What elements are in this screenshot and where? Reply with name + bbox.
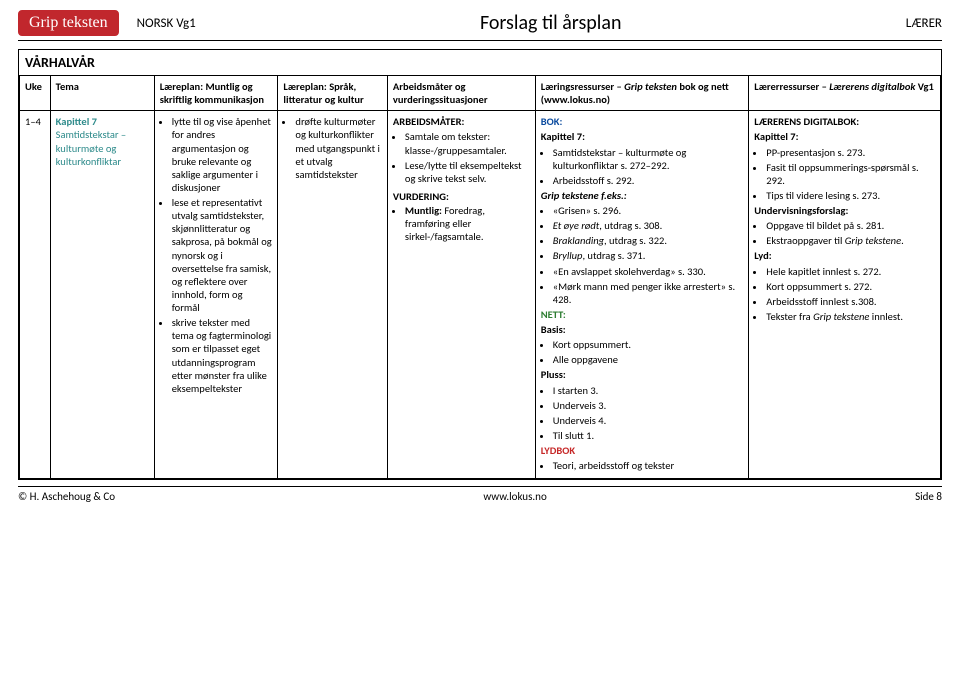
list-item: Underveis 3. [553,399,744,412]
cell-ressurser: BOK: Kapittel 7: Samtidstekstar – kultur… [535,111,749,479]
list-item: «Grisen» s. 296. [553,204,744,217]
list-item: Arbeidsstoff innlest s.308. [766,295,935,308]
semester-container: VÅRHALVÅR Uke Tema Læreplan: Muntlig og … [18,49,942,480]
list-item: skrive tekster med tema og fagterminolog… [172,316,273,395]
col-tema: Tema [50,76,154,111]
semester-title: VÅRHALVÅR [19,50,941,75]
list-item: Oppgave til bildet på s. 281. [766,219,935,232]
pluss-hdr: Pluss: [541,368,744,381]
plan-table: Uke Tema Læreplan: Muntlig og skriftlig … [19,75,941,479]
kap-hdr: Kapittel 7: [541,130,744,143]
list-item: I starten 3. [553,384,744,397]
list-item: PP-presentasjon s. 273. [766,146,935,159]
list-item: Lese/lytte til eksempeltekst og skrive t… [405,159,530,185]
list-item: Braklanding, utdrag s. 322. [553,234,744,247]
list-item: Til slutt 1. [553,429,744,442]
col-muntlig: Læreplan: Muntlig og skriftlig kommunika… [154,76,278,111]
col-laerer: Lærerressurser – Lærerens digitalbok Vg1 [749,76,941,111]
table-header-row: Uke Tema Læreplan: Muntlig og skriftlig … [20,76,941,111]
list-item: Alle oppgavene [553,353,744,366]
list-item: Bryllup, utdrag s. 371. [553,249,744,262]
laer-hdr: LÆRERENS DIGITALBOK: [754,115,935,128]
list-item: Kort oppsummert s. 272. [766,280,935,293]
lydbok-hdr: LYDBOK [541,444,575,457]
list-item: «Mørk mann med penger ikke arrestert» s.… [553,280,744,306]
tema-title: Kapittel 7 [56,115,97,128]
vurdering-hdr: VURDERING: [393,190,530,203]
bok-hdr: BOK: [541,115,563,128]
list-item: Tekster fra Grip tekstene innlest. [766,310,935,323]
cell-tema: Kapittel 7 Samtidstekstar – kulturmøte o… [50,111,154,479]
laer-kap: Kapittel 7: [754,130,935,143]
list-item: Arbeidsstoff s. 292. [553,174,744,187]
cell-arbeid: ARBEIDSMÅTER: Samtale om tekster: klasse… [387,111,535,479]
list-item: Teori, arbeidsstoff og tekster [553,459,744,472]
list-item: drøfte kulturmøter og kulturkonflikter m… [295,115,382,181]
cell-laerer: LÆRERENS DIGITALBOK: Kapittel 7: PP-pres… [749,111,941,479]
footer-right: Side 8 [915,490,942,503]
list-item: Underveis 4. [553,414,744,427]
list-item: lese et representativt utvalg samtidstek… [172,196,273,314]
list-item: Muntlig: Foredrag, framføring eller sirk… [405,204,530,243]
cell-sprak: drøfte kulturmøter og kulturkonflikter m… [278,111,388,479]
logo: Grip teksten [18,10,119,36]
tema-sub: Samtidstekstar – kulturmøte og kulturkon… [56,128,126,167]
basis-hdr: Basis: [541,323,744,336]
cell-muntlig: lytte til og vise åpenhet for andres arg… [154,111,278,479]
und-hdr: Undervisningsforslag: [754,204,935,217]
nett-hdr: NETT: [541,308,566,321]
list-item: Tips til videre lesing s. 273. [766,189,935,202]
page-title: Forslag til årsplan [196,11,906,35]
list-item: Et øye rødt, utdrag s. 308. [553,219,744,232]
cell-uke: 1–4 [20,111,51,479]
list-item: Fasit til oppsummerings-spørsmål s. 292. [766,161,935,187]
table-row: 1–4 Kapittel 7 Samtidstekstar – kulturmø… [20,111,941,479]
list-item: Hele kapitlet innlest s. 272. [766,265,935,278]
role-label: LÆRER [906,16,942,31]
arbeid-hdr: ARBEIDSMÅTER: [393,115,530,128]
list-item: Kort oppsummert. [553,338,744,351]
col-arbeid: Arbeidsmåter og vurderingssituasjoner [387,76,535,111]
page: Grip teksten NORSK Vg1 Forslag til årspl… [0,0,960,509]
list-item: Ekstraoppgaver til Grip tekstene. [766,234,935,247]
page-footer: © H. Aschehoug & Co www.lokus.no Side 8 [18,486,942,503]
course-label: NORSK Vg1 [137,16,196,31]
col-ressurser: Læringsressurser – Grip teksten bok og n… [535,76,749,111]
list-item: Samtidstekstar – kulturmøte og kulturkon… [553,146,744,172]
list-item: «En avslappet skolehverdag» s. 330. [553,265,744,278]
list-item: lytte til og vise åpenhet for andres arg… [172,115,273,194]
page-header: Grip teksten NORSK Vg1 Forslag til årspl… [18,10,942,41]
lyd-hdr: Lyd: [754,249,935,262]
footer-mid: www.lokus.no [483,490,546,503]
list-item: Samtale om tekster: klasse-/gruppesamtal… [405,130,530,156]
footer-left: © H. Aschehoug & Co [18,490,115,503]
col-uke: Uke [20,76,51,111]
col-sprak: Læreplan: Språk, litteratur og kultur [278,76,388,111]
